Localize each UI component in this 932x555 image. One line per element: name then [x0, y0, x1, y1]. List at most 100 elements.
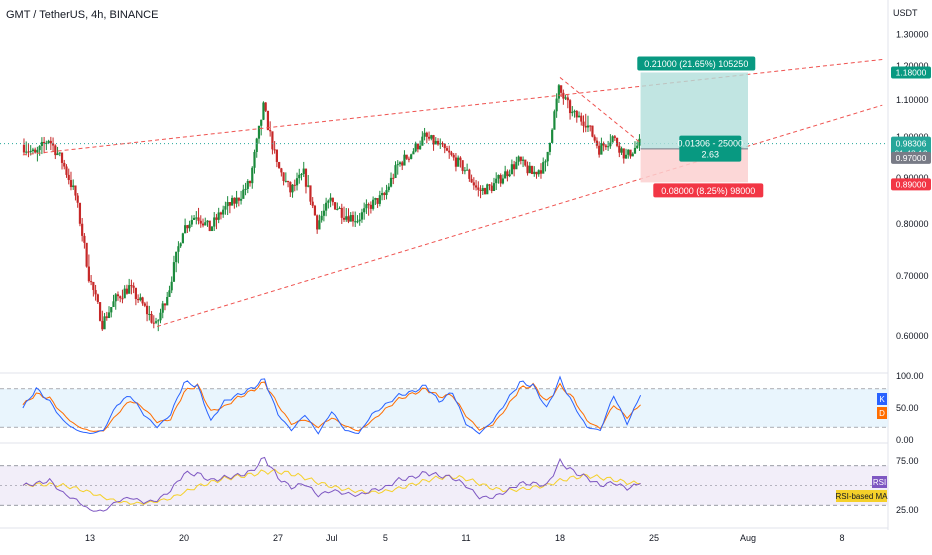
candle-up [510, 164, 513, 175]
position-center-label-bg [679, 135, 742, 162]
candle-down [539, 170, 543, 174]
candle-down [150, 313, 153, 323]
stop-price-badge-bg [891, 178, 931, 191]
candle-up [564, 97, 567, 99]
candle-down [273, 149, 276, 151]
candle-down [445, 148, 449, 151]
candle-up [557, 85, 560, 99]
candle-up [517, 156, 520, 162]
candle-up [255, 138, 258, 152]
candle-up [504, 171, 507, 179]
candle-up [555, 98, 558, 112]
candle-down [266, 110, 270, 131]
candle-down [313, 205, 317, 216]
candle-down [593, 136, 596, 141]
time-tick-label: Aug [740, 533, 756, 543]
trendline[interactable] [156, 104, 883, 327]
candle-down [582, 121, 585, 126]
candle-up [497, 174, 500, 179]
candle-down [407, 158, 411, 160]
candle-down [264, 102, 267, 111]
candle-up [29, 151, 32, 153]
candle-down [392, 177, 395, 179]
candle-down [562, 92, 565, 99]
candle-down [524, 159, 527, 166]
candle-up [374, 198, 377, 200]
candle-down [101, 320, 104, 330]
candle-down [125, 288, 129, 294]
entry-price-badge: 0.97000 [891, 151, 931, 164]
candle-up [226, 202, 229, 207]
candles-group [22, 83, 641, 332]
candle-down [490, 185, 493, 192]
candle-down [121, 298, 124, 300]
candle-down [105, 316, 108, 319]
candle-down [367, 204, 370, 206]
candle-down [65, 166, 68, 175]
candle-up [188, 224, 191, 229]
candle-down [560, 85, 563, 93]
currency-label: USDT [893, 8, 918, 18]
candle-up [336, 208, 339, 210]
candle-up [528, 165, 531, 174]
candle-up [358, 219, 361, 222]
candle-down [233, 197, 236, 204]
candle-up [157, 320, 160, 322]
candle-up [544, 161, 547, 163]
candle-down [427, 136, 431, 139]
candle-down [454, 157, 458, 167]
candle-up [349, 215, 352, 222]
candle-up [537, 170, 540, 175]
candle-up [633, 147, 637, 154]
candle-up [213, 217, 216, 227]
trendline[interactable] [559, 77, 641, 144]
candle-down [483, 188, 487, 195]
candle-down [278, 161, 281, 169]
candle-down [309, 185, 312, 202]
candle-down [34, 149, 37, 153]
candle-up [322, 210, 325, 216]
candle-up [345, 216, 348, 220]
candle-up [179, 243, 182, 247]
candle-down [351, 215, 355, 222]
candle-down [622, 148, 625, 159]
price-tick-label: 0.90000 [896, 173, 929, 183]
candle-up [291, 184, 294, 193]
candle-down [132, 285, 135, 288]
target-label: 0.21000 (21.65%) 105250 [637, 56, 756, 71]
candle-down [450, 152, 453, 155]
stoch-k-line [22, 375, 642, 435]
candle-up [253, 151, 256, 168]
candle-down [286, 180, 290, 183]
rsi-tick-label: 75.00 [896, 456, 919, 466]
candle-up [56, 153, 59, 156]
candle-up [242, 189, 245, 199]
candle-down [618, 145, 621, 153]
candle-down [472, 182, 475, 186]
candle-up [302, 168, 305, 175]
stoch-k-badge-bg [877, 393, 887, 405]
candle-up [609, 142, 612, 147]
candle-up [430, 135, 433, 139]
candle-down [602, 143, 605, 146]
candle-up [318, 220, 321, 230]
candle-up [394, 165, 397, 179]
price-tick-label: 0.60000 [896, 331, 929, 341]
candle-up [548, 142, 552, 152]
candle-down [74, 185, 77, 196]
candle-up [244, 188, 247, 190]
candle-up [586, 125, 590, 128]
stoch-tick-label: 100.00 [896, 371, 924, 381]
candle-up [166, 296, 169, 306]
candle-down [228, 202, 231, 206]
candle-up [307, 185, 310, 187]
candle-up [325, 202, 328, 211]
candle-up [611, 136, 614, 143]
candle-up [107, 312, 111, 319]
candle-up [192, 217, 196, 221]
stoch-tick-label: 0.00 [896, 435, 914, 445]
candle-up [463, 170, 466, 172]
candle-down [141, 297, 144, 304]
